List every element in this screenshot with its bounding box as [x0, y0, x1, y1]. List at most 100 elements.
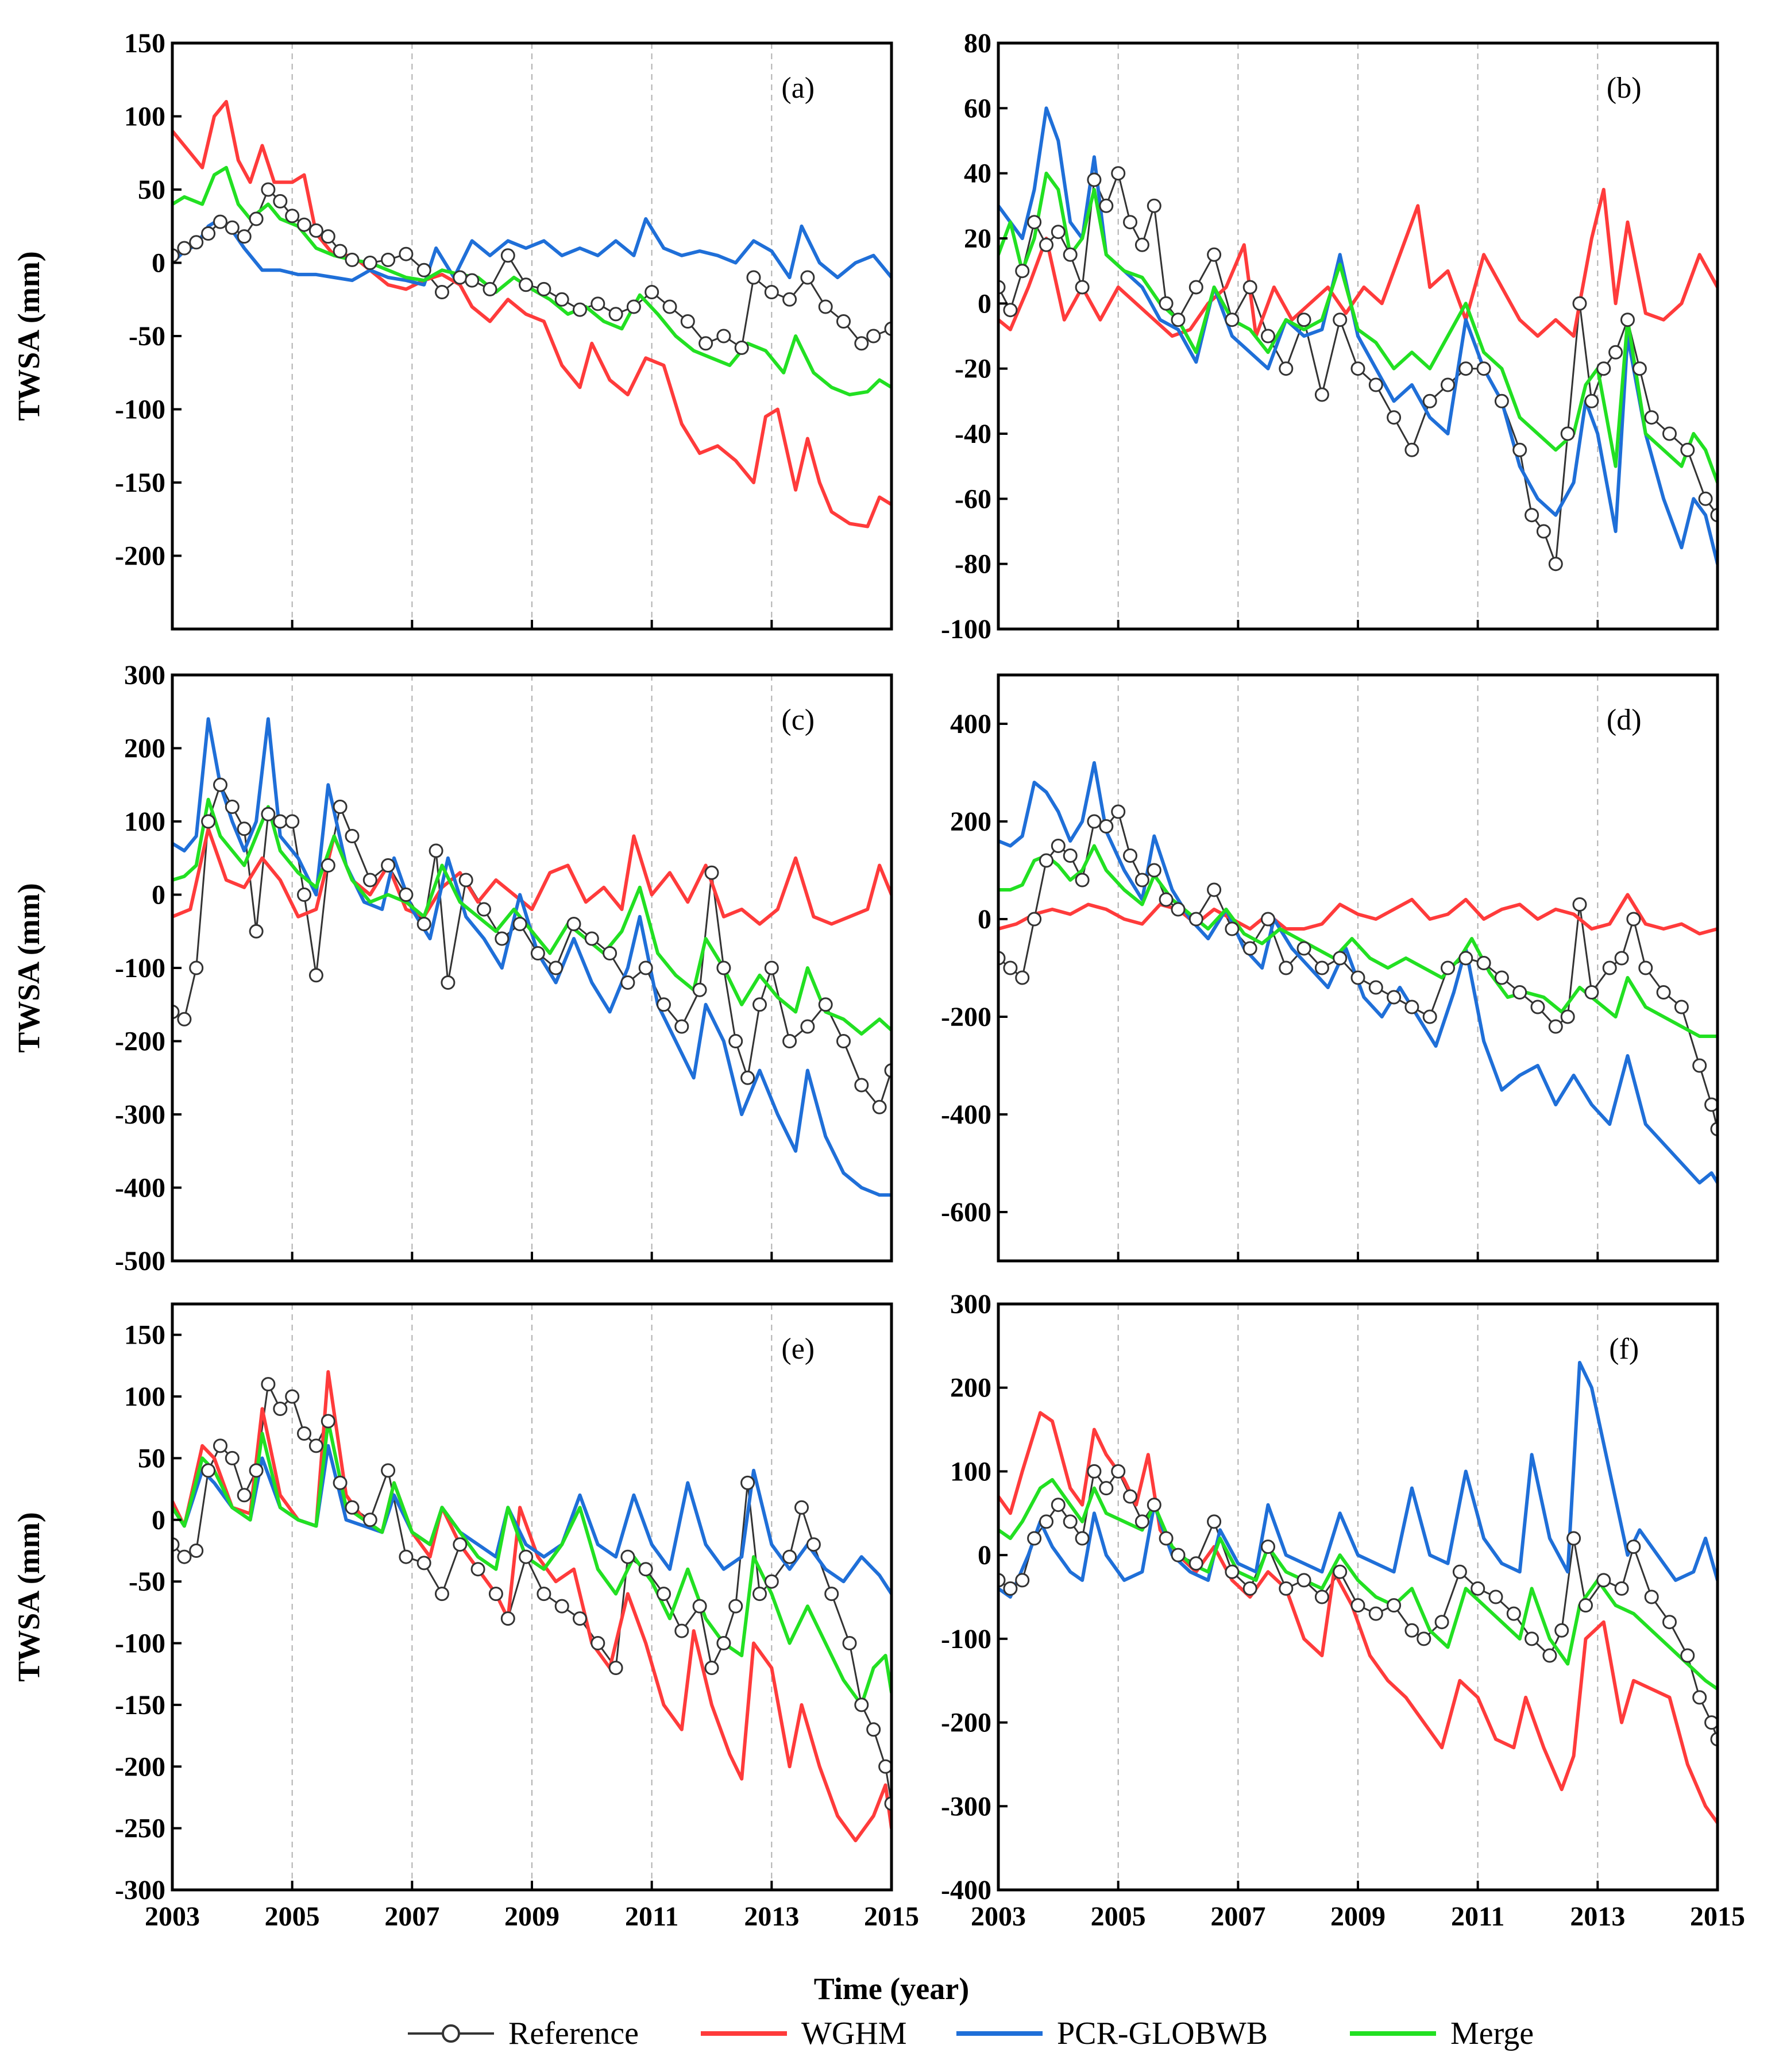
reference-point — [1710, 1732, 1718, 1747]
reference-point — [716, 1636, 731, 1650]
reference-point — [1404, 1623, 1419, 1638]
reference-point — [752, 997, 767, 1012]
reference-point — [884, 1796, 891, 1811]
y-axis-title: TWSA (mm) — [11, 883, 46, 1053]
plot-area — [998, 106, 1718, 572]
reference-point — [1525, 508, 1539, 523]
reference-point — [1536, 524, 1551, 539]
reference-point — [704, 1661, 719, 1675]
reference-point — [1644, 410, 1659, 425]
series-wghm-line — [172, 1370, 891, 1843]
y-tick-label: -100 — [941, 1624, 991, 1654]
reference-point — [698, 336, 713, 351]
reference-point — [1626, 1539, 1641, 1554]
reference-point — [620, 975, 635, 990]
reference-point — [1003, 303, 1018, 318]
reference-point — [1458, 951, 1473, 966]
reference-point — [1333, 951, 1348, 966]
reference-point — [800, 1019, 815, 1034]
reference-point — [1434, 1615, 1449, 1630]
reference-point — [1261, 1539, 1275, 1554]
reference-point — [225, 1450, 240, 1465]
reference-point — [1171, 312, 1186, 327]
reference-point — [453, 1537, 468, 1552]
reference-point — [1075, 1531, 1090, 1546]
y-tick-label: 0 — [978, 288, 991, 319]
reference-point — [1704, 1715, 1718, 1730]
reference-point — [1051, 1498, 1066, 1512]
reference-point — [591, 1636, 605, 1650]
reference-point — [177, 1549, 192, 1564]
reference-point — [1572, 897, 1587, 912]
reference-point — [1087, 1464, 1102, 1479]
reference-point — [1027, 215, 1042, 230]
reference-point — [1422, 393, 1437, 408]
reference-point — [1614, 1581, 1629, 1596]
reference-point — [1476, 956, 1491, 970]
reference-point — [519, 277, 534, 292]
reference-point — [1087, 172, 1102, 187]
y-tick-label: -50 — [129, 321, 165, 352]
reference-point — [1560, 1009, 1575, 1024]
y-tick-label: 200 — [124, 734, 165, 764]
y-tick-label: 300 — [950, 1289, 991, 1319]
reference-point — [285, 1389, 300, 1404]
reference-point — [854, 336, 869, 351]
reference-point — [657, 1587, 671, 1602]
reference-point — [381, 252, 396, 267]
reference-point — [1333, 1564, 1348, 1579]
y-tick-label: -400 — [941, 1099, 991, 1130]
y-tick-label: -60 — [955, 484, 991, 514]
reference-point — [884, 321, 891, 336]
reference-point — [1314, 1589, 1329, 1604]
reference-point — [1242, 280, 1257, 295]
reference-point — [249, 211, 264, 226]
x-tick-label: 2013 — [1570, 1901, 1625, 1932]
x-tick-label: 2009 — [1330, 1901, 1386, 1932]
reference-point — [261, 1377, 276, 1392]
y-tick-label: 20 — [964, 223, 991, 254]
reference-point — [362, 873, 377, 888]
y-tick-label: -50 — [129, 1566, 165, 1597]
reference-point — [477, 902, 491, 917]
reference-point — [626, 299, 641, 314]
y-tick-label: -400 — [115, 1173, 165, 1203]
y-axis-title: TWSA (mm) — [11, 1512, 46, 1682]
reference-point — [249, 924, 264, 939]
reference-point — [674, 1623, 689, 1638]
y-tick-label: -400 — [941, 1875, 991, 1905]
reference-point — [854, 1697, 869, 1712]
plot-area — [172, 717, 891, 1197]
reference-point — [1638, 960, 1653, 975]
reference-point — [692, 982, 707, 997]
reference-point — [1027, 912, 1042, 927]
reference-point — [1704, 1097, 1718, 1112]
y-tick-label: -100 — [115, 395, 165, 425]
panel-c: 300 200 100 0 -100 -200 -300 -400 -500 (c) TWSA (m… — [11, 660, 893, 1276]
y-tick-label: 80 — [964, 28, 991, 59]
reference-point — [746, 270, 761, 285]
reference-point — [1188, 1556, 1203, 1571]
reference-point — [740, 1475, 755, 1490]
x-tick-label: 2005 — [265, 1901, 320, 1932]
reference-point — [842, 1636, 857, 1650]
reference-point — [1632, 361, 1647, 376]
reference-point — [308, 223, 323, 238]
reference-point — [566, 917, 581, 931]
panel-label: (b) — [1607, 72, 1642, 105]
y-tick-label: -200 — [941, 1708, 991, 1738]
reference-point — [704, 865, 719, 880]
series-wghm-line — [172, 827, 891, 926]
reference-point — [172, 1005, 180, 1019]
reference-point — [674, 1019, 689, 1034]
y-tick-label: 0 — [152, 1505, 165, 1535]
reference-point — [1111, 166, 1126, 181]
legend-wghm-label: WGHM — [801, 2016, 907, 2051]
reference-point — [549, 960, 564, 975]
reference-point — [1134, 873, 1149, 888]
reference-point — [1452, 1564, 1467, 1579]
reference-point — [1099, 1481, 1114, 1496]
reference-point — [1207, 1514, 1222, 1529]
reference-point — [483, 281, 497, 296]
x-tick-label: 2009 — [504, 1901, 559, 1932]
